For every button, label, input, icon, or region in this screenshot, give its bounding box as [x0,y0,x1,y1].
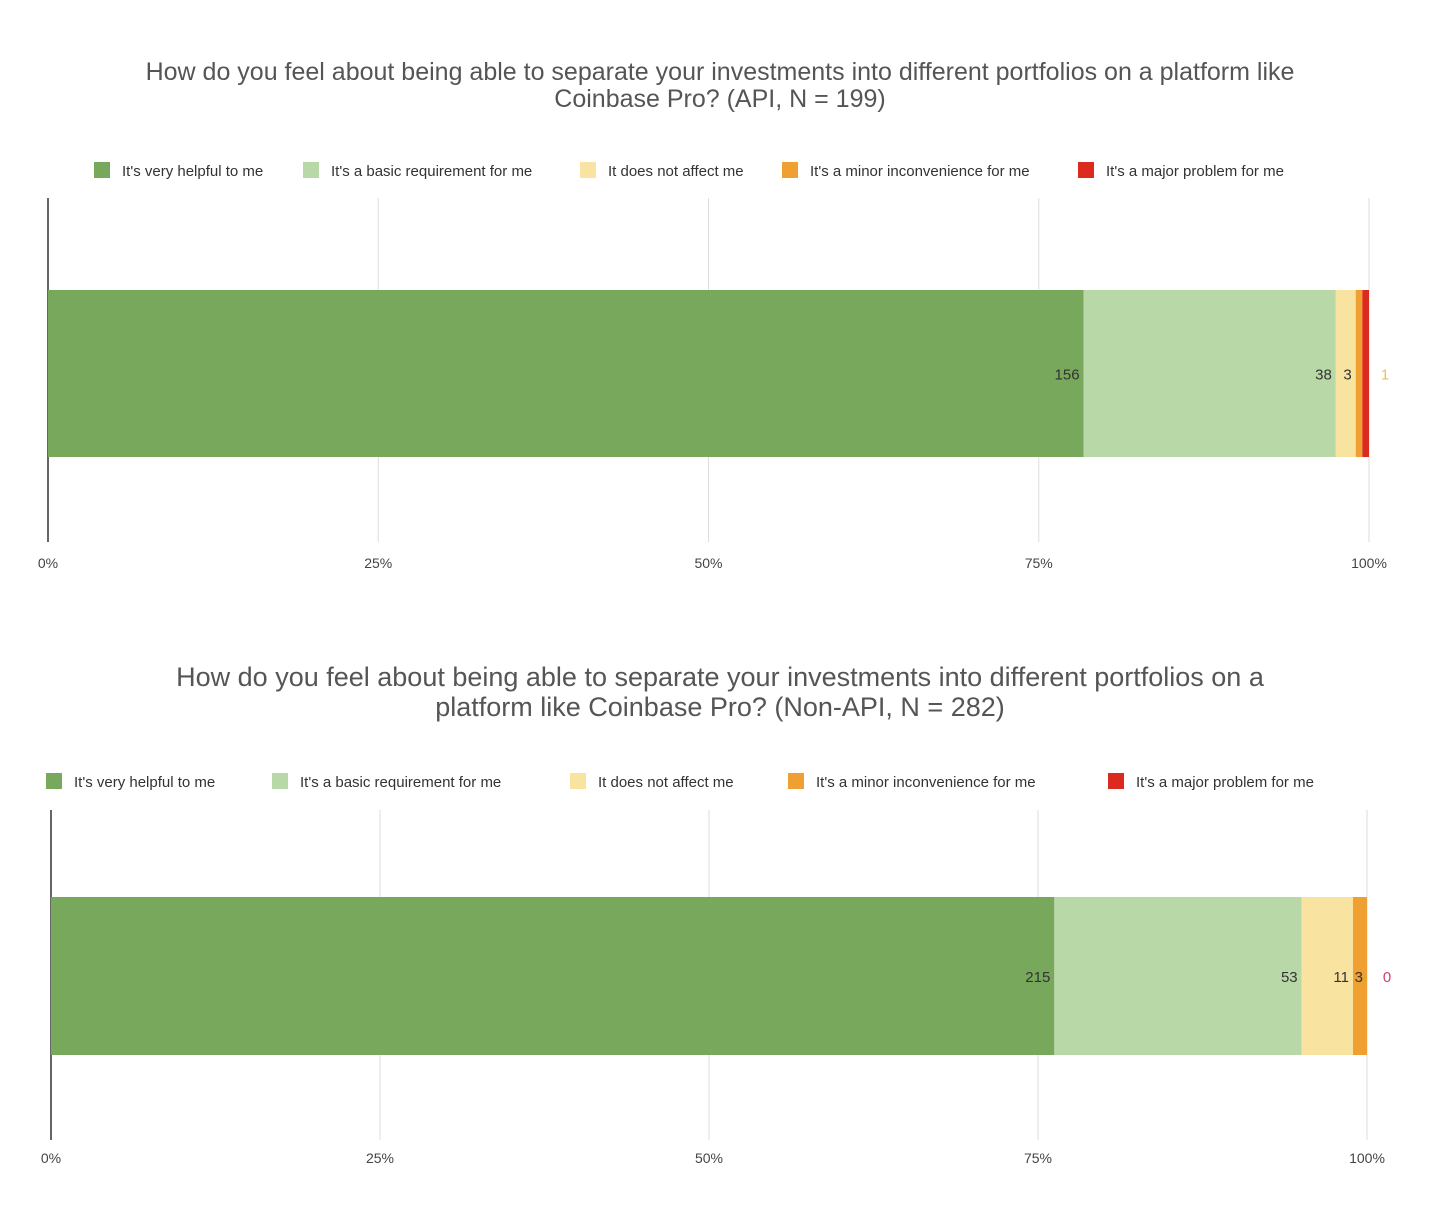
data-label: 215 [1025,969,1050,986]
legend-label: It does not affect me [598,774,734,791]
data-label: 53 [1281,969,1298,986]
data-label: 38 [1315,367,1332,384]
x-tick-label: 75% [1025,555,1053,571]
legend-label: It's a minor inconvenience for me [816,774,1036,791]
legend-swatch [788,773,804,789]
bar-segment [48,290,1084,457]
legend-swatch [303,162,319,178]
legend-label: It's a basic requirement for me [300,774,501,791]
legend-label: It's very helpful to me [74,774,215,791]
bar-segment [1335,290,1356,457]
data-label: 1 [1381,367,1389,384]
legend-swatch [46,773,62,789]
chart-1: How do you feel about being able to sepa… [38,58,1389,571]
chart-title-line: platform like Coinbase Pro? (Non-API, N … [435,692,1005,722]
bar-segment [1301,897,1353,1055]
chart-title-line: Coinbase Pro? (API, N = 199) [554,85,885,113]
legend-label: It's a basic requirement for me [331,163,532,180]
chart-title-line: How do you feel about being able to sepa… [146,58,1295,86]
legend-label: It's a minor inconvenience for me [810,163,1030,180]
data-label: 11 [1333,969,1349,986]
bar-segment [1362,290,1369,457]
chart-2: How do you feel about being able to sepa… [41,662,1391,1166]
legend-swatch [94,162,110,178]
legend-label: It's a major problem for me [1136,774,1314,791]
x-tick-label: 100% [1351,555,1387,571]
x-tick-label: 100% [1349,1150,1385,1166]
x-tick-label: 25% [366,1150,394,1166]
x-tick-label: 25% [364,555,392,571]
legend-label: It does not affect me [608,163,744,180]
x-tick-label: 50% [694,555,722,571]
x-tick-label: 0% [41,1150,61,1166]
legend-swatch [1108,773,1124,789]
bar-segment [1353,897,1367,1055]
data-label: 0 [1383,969,1391,986]
x-tick-label: 75% [1024,1150,1052,1166]
legend-label: It's a major problem for me [1106,163,1284,180]
legend-swatch [580,162,596,178]
x-tick-label: 0% [38,555,58,571]
legend-swatch [1078,162,1094,178]
data-label: 156 [1055,367,1080,384]
legend-swatch [272,773,288,789]
chart-title-line: How do you feel about being able to sepa… [176,662,1265,692]
data-label: 3 [1343,367,1351,384]
legend-label: It's very helpful to me [122,163,263,180]
bar-segment [51,897,1055,1055]
legend-swatch [782,162,798,178]
data-label: 3 [1355,969,1363,986]
x-tick-label: 50% [695,1150,723,1166]
bar-segment [1054,897,1302,1055]
bar-segment [1355,290,1363,457]
bar-segment [1083,290,1336,457]
legend-swatch [570,773,586,789]
